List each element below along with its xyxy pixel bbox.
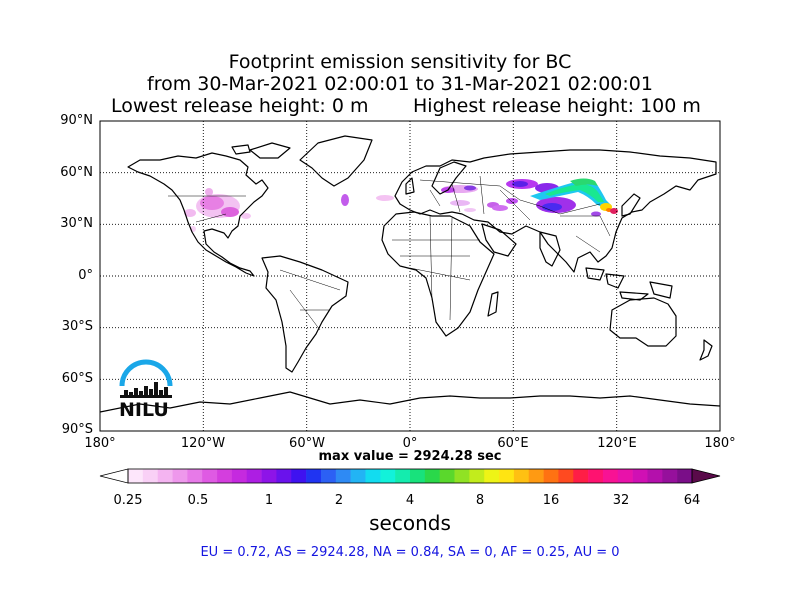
plume-atlantic: [341, 194, 394, 206]
colorbar-cell: [454, 469, 470, 483]
colorbar-cell: [617, 469, 633, 483]
highest-release-height: Highest release height: 100 m: [413, 95, 701, 117]
colorbar-cell: [320, 469, 337, 483]
colorbar-cell: [528, 469, 544, 483]
colorbar-label-7: 32: [612, 493, 630, 508]
title-line-2: from 30-Mar-2021 02:00:01 to 31-Mar-2021…: [147, 73, 653, 95]
nilu-logo-text: NILU: [119, 399, 169, 421]
colorbar-cell: [424, 469, 440, 483]
nilu-logo: [119, 359, 173, 398]
lon-label-180e: 180°: [704, 436, 736, 451]
nilu-skyline-icon: [120, 382, 172, 398]
colorbar-cell: [513, 469, 530, 483]
graticule: [100, 121, 720, 431]
colorbar-cell: [677, 469, 693, 483]
colorbar-cell: [410, 469, 426, 483]
colorbar-cell: [246, 469, 262, 483]
lon-label-180w: 180°: [84, 436, 116, 451]
colorbar-cell: [499, 469, 515, 483]
colorbar-cell: [217, 469, 233, 483]
colorbar-cell: [380, 469, 396, 483]
colorbar-cell: [231, 469, 248, 483]
colorbar-cell: [588, 469, 604, 483]
colorbar-cell: [573, 469, 589, 483]
colorbar-low-arrow: [99, 468, 129, 484]
colorbar-cell: [202, 469, 218, 483]
colorbar-cell: [187, 469, 203, 483]
lat-label-60n: 60°N: [60, 165, 93, 180]
colorbar-label-5: 8: [475, 493, 485, 508]
colorbar-cell: [543, 469, 559, 483]
lat-label-90s: 90°S: [61, 422, 93, 437]
colorbar-cell: [335, 469, 351, 483]
colorbar-cell: [291, 469, 307, 483]
colorbar-cell: [261, 469, 277, 483]
lat-label-60s: 60°S: [61, 371, 93, 386]
lon-label-60w: 60°W: [289, 436, 325, 451]
colorbar-label-4: 4: [405, 493, 415, 508]
sensitivity-plumes: [184, 178, 618, 232]
lat-label-0: 0°: [78, 268, 93, 283]
colorbar-cell: [439, 469, 455, 483]
lon-label-120w: 120°W: [180, 436, 226, 451]
coastlines: [100, 135, 720, 413]
lon-label-0: 0°: [402, 436, 418, 451]
lat-label-30s: 30°S: [61, 319, 93, 334]
colorbar-cell: [306, 469, 322, 483]
colorbar-cell: [350, 469, 366, 483]
colorbar-cells: [128, 469, 693, 483]
colorbar-units: seconds: [369, 511, 451, 535]
map-frame: [99, 120, 721, 432]
colorbar-cell: [142, 469, 158, 483]
colorbar-cell: [276, 469, 292, 483]
title-line-1: Footprint emission sensitivity for BC: [228, 51, 572, 73]
colorbar-label-0: 0.25: [113, 493, 143, 508]
colorbar-cell: [172, 469, 188, 483]
colorbar-cell: [157, 469, 173, 483]
colorbar-label-3: 2: [334, 493, 344, 508]
region-summary: EU = 0.72, AS = 2924.28, NA = 0.84, SA =…: [200, 545, 620, 560]
colorbar-label-2: 1: [264, 493, 274, 508]
colorbar-frame: [127, 468, 693, 484]
colorbar-cell: [602, 469, 619, 483]
colorbar-cell: [365, 469, 381, 483]
colorbar-cell: [469, 469, 485, 483]
lon-label-60e: 60°E: [497, 436, 529, 451]
colorbar-label-8: 64: [683, 493, 701, 508]
plume-north-america: [184, 188, 251, 232]
country-borders: [168, 175, 611, 331]
max-value-label: max value = 2924.28 sec: [318, 449, 502, 464]
colorbar-cell: [662, 469, 678, 483]
colorbar-cell: [558, 469, 574, 483]
lon-label-120e: 120°E: [597, 436, 637, 451]
lat-label-30n: 30°N: [60, 216, 93, 231]
colorbar-cell: [484, 469, 500, 483]
colorbar-cell: [395, 469, 411, 483]
colorbar-cell: [647, 469, 663, 483]
colorbar-cell: [128, 469, 144, 483]
lat-label-90n: 90°N: [60, 113, 93, 128]
colorbar-label-1: 0.5: [187, 493, 209, 508]
plume-asia: [492, 178, 618, 217]
colorbar-label-6: 16: [542, 493, 560, 508]
colorbar-high-arrow: [691, 468, 721, 484]
nilu-arc-icon: [119, 359, 173, 387]
lowest-release-height: Lowest release height: 0 m: [111, 95, 369, 117]
colorbar-cell: [632, 469, 648, 483]
